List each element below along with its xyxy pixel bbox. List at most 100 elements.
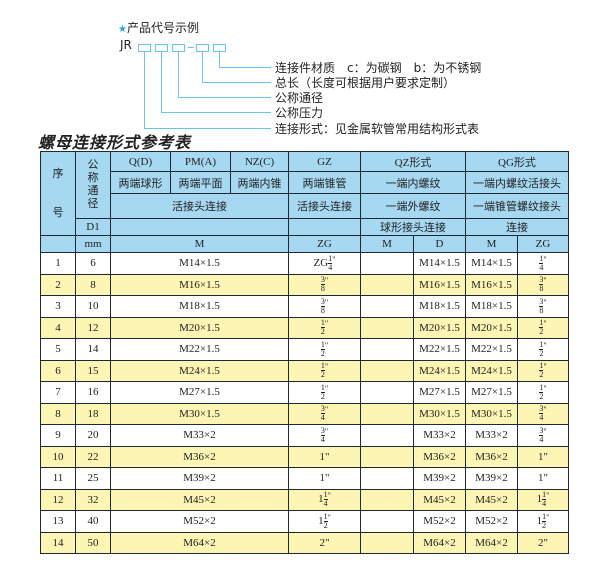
cell-dn: 40 — [75, 510, 111, 533]
inch-mark: " — [543, 319, 547, 329]
header-blank — [40, 235, 76, 253]
inch-mark: " — [324, 383, 329, 393]
header-gz-union: 活接头连接 — [288, 193, 361, 219]
cell-dn: 22 — [75, 445, 111, 468]
cell-m: M24×1.5 — [110, 359, 289, 382]
zg-numerator: 1 — [539, 382, 544, 393]
header-qg-taper: 一端锥管螺纹接头 — [465, 193, 569, 219]
cell-qg-zg: 1 1 4 " — [517, 488, 569, 511]
cell-no: 14 — [40, 531, 76, 554]
header-zg: ZG — [288, 235, 361, 253]
header-qz-m: M — [360, 235, 414, 253]
cell-qg-m: M22×1.5 — [465, 338, 518, 361]
cell-no: 5 — [40, 338, 76, 361]
header-qg-conn: 连接 — [465, 218, 569, 236]
cell-m: M36×2 — [110, 445, 289, 468]
cell-no: 7 — [40, 381, 76, 404]
zg-numerator: 1 — [542, 490, 547, 501]
cell-no: 6 — [40, 359, 76, 382]
cell-gz-zg: 1 1 2 " — [288, 510, 361, 533]
inch-mark: " — [324, 297, 329, 307]
cell-qg-m: M64×2 — [465, 531, 518, 554]
leader-line — [144, 52, 145, 128]
cell-qz-d: M16×1.5 — [413, 273, 466, 296]
zg-denominator: 8 — [320, 305, 325, 315]
inch-mark: " — [543, 383, 547, 393]
zg-numerator: 1 — [323, 511, 328, 522]
zg-numerator: 3 — [320, 425, 325, 436]
zg-denominator: 4 — [542, 499, 547, 509]
cell-dn: 16 — [75, 381, 111, 404]
code-box-1 — [138, 44, 151, 52]
cell-no: 4 — [40, 316, 76, 339]
zg-denominator: 2 — [323, 520, 328, 530]
zg-numerator: 1 — [320, 382, 325, 393]
zg-whole: 1 — [536, 493, 543, 506]
cell-qg-m: M52×2 — [465, 510, 518, 533]
header-seq-a: 序 — [52, 167, 64, 180]
cell-qg-m: M36×2 — [465, 445, 518, 468]
leader-line — [219, 52, 220, 67]
zg-denominator: 2 — [539, 348, 544, 358]
header-qg: QG形式 — [465, 151, 569, 172]
zg-inch: 1" — [319, 472, 330, 485]
header-pm-desc: 两端平面 — [170, 171, 231, 194]
zg-numerator: 1 — [328, 253, 333, 264]
cell-qz-d: M39×2 — [413, 467, 466, 490]
header-qz-ball: 球形接头连接 — [360, 218, 466, 236]
zg-denominator: 4 — [328, 262, 333, 272]
zg-numerator: 1 — [320, 361, 325, 372]
cell-qg-zg: 3 4 " — [517, 402, 569, 425]
zg-denominator: 2 — [539, 327, 544, 337]
header-seq: 序号 — [40, 151, 76, 236]
cell-m: M22×1.5 — [110, 338, 289, 361]
zg-numerator: 1 — [539, 318, 544, 329]
zg-denominator: 4 — [539, 262, 544, 272]
cell-qz-d: M52×2 — [413, 510, 466, 533]
code-box-5 — [213, 44, 226, 52]
cell-dn: 18 — [75, 402, 111, 425]
zg-denominator: 8 — [539, 284, 544, 294]
cell-dn: 10 — [75, 295, 111, 318]
cell-qz-m — [360, 531, 414, 554]
zg-denominator: 8 — [539, 305, 544, 315]
header-m: M — [110, 235, 289, 253]
table-title: 螺母连接形式参考表 — [38, 133, 192, 152]
table-row: 5 14 M22×1.5 1 2 " M22×1.5 M22×1.5 1 2 " — [40, 338, 569, 361]
table-row: 13 40 M52×2 1 1 2 " M52×2 M52×2 1 1 2 " — [40, 510, 569, 533]
cell-qg-zg: 3 4 " — [517, 424, 569, 447]
cell-qz-m — [360, 488, 414, 511]
header-mm: mm — [75, 235, 111, 253]
cell-gz-zg: 2" — [288, 531, 361, 554]
code-prefix: JR — [120, 38, 132, 52]
leader-line — [202, 82, 271, 83]
cell-qg-m: M45×2 — [465, 488, 518, 511]
cell-qg-zg: 1 2 " — [517, 359, 569, 382]
zg-numerator: 3 — [539, 275, 544, 286]
inch-mark: " — [546, 512, 550, 522]
cell-qz-m — [360, 252, 414, 275]
zg-denominator: 8 — [320, 284, 325, 294]
cell-dn: 14 — [75, 338, 111, 361]
header-union: 活接头连接 — [110, 193, 289, 219]
table-row: 14 50 M64×2 2" M64×2 M64×2 2" — [40, 531, 569, 554]
inch-mark: " — [543, 426, 547, 436]
example-title: ★产品代号示例 — [118, 19, 199, 36]
cell-gz-zg: ZG 1 4 " — [288, 252, 361, 275]
cell-qg-m: M27×1.5 — [465, 381, 518, 404]
cell-qg-zg: 1 4 " — [517, 252, 569, 275]
zg-numerator: 1 — [323, 490, 328, 501]
example-title-text: 产品代号示例 — [126, 21, 199, 35]
label-diameter: 公称通径 — [275, 91, 324, 105]
cell-qz-d: M36×2 — [413, 445, 466, 468]
cell-m: M45×2 — [110, 488, 289, 511]
inch-mark: " — [324, 340, 329, 350]
zg-denominator: 4 — [539, 413, 544, 423]
cell-dn: 12 — [75, 316, 111, 339]
cell-qz-m — [360, 295, 414, 318]
cell-qg-zg: 1 2 " — [517, 381, 569, 404]
